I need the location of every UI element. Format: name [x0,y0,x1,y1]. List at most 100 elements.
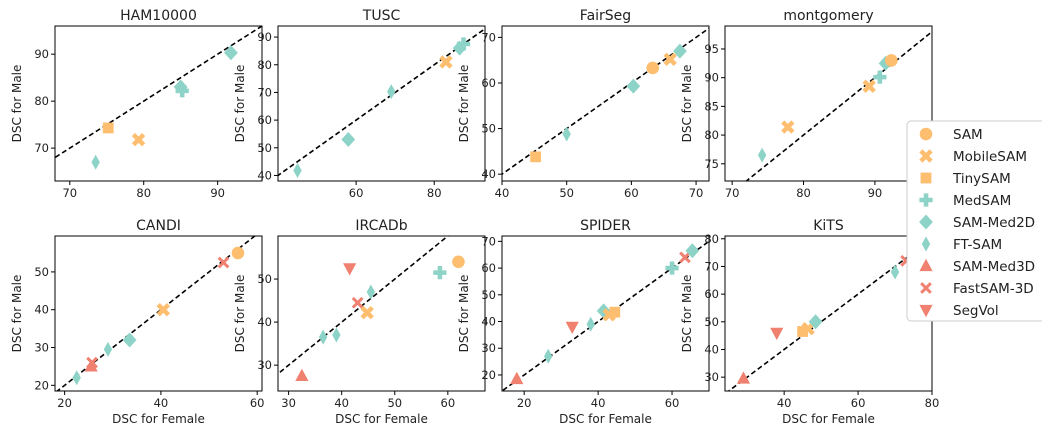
y-tick-label: 80 [34,94,49,108]
legend-label: FastSAM-3D [953,281,1034,297]
panel-title: TUSC [362,8,401,24]
point-mobilesam [156,303,171,317]
point-mobilesam [131,132,146,147]
point-fastsam-3d [86,356,98,369]
point-sam-med2d [341,131,356,147]
x-tick-label: 80 [925,396,940,410]
y-tick-label: 90 [704,71,719,85]
y-tick-label: 95 [704,42,719,56]
x-tick-label: 80 [796,186,811,200]
y-tick-label: 60 [257,113,272,127]
point-medsam [873,70,887,84]
points [72,246,245,386]
points [530,43,687,163]
legend: SAM MobileSAM TinySAM MedSAM SAM-Med2D FT-SAM… [906,120,1042,322]
points [91,45,238,170]
x-tick-label: 90 [210,186,225,200]
legend-label: SegVol [953,303,999,319]
panel-title: CANDI [136,218,181,234]
panel-title: SPIDER [580,218,631,234]
point-ft-sam [387,84,396,100]
x-axis-label: DSC for Female [335,412,428,426]
panel-title: KiTS [813,218,844,234]
y-tick-label: 80 [704,232,719,246]
mobilesam-marker-icon [919,149,933,163]
point-fastsam-3d [679,251,691,264]
identity-line [278,27,485,177]
point-sam-med2d [626,78,641,94]
points [757,54,898,163]
point-sam [231,246,245,260]
y-tick-label: 50 [34,265,49,279]
legend-label: SAM-Med2D [953,215,1035,231]
x-tick-label: 70 [62,186,77,200]
point-fastsam-3d [351,296,364,309]
x-tick-label: 40 [495,186,510,200]
point-medsam [456,37,471,51]
x-tick-label: 40 [154,396,169,410]
x-tick-label: 40 [777,396,792,410]
point-mobilesam [801,322,815,336]
y-axis-label: DSC for Male [457,65,471,143]
x-axis-label: DSC for Female [112,412,205,426]
y-tick-label: 80 [257,58,272,72]
axes-frame [54,25,263,182]
x-tick-label: 80 [136,186,151,200]
point-tinysam [102,122,114,134]
y-axis-label: DSC for Male [680,275,694,353]
y-tick-label: 60 [704,287,719,301]
y-axis-label: DSC for Male [457,275,471,353]
point-sam-med2d [122,332,137,348]
x-tick-label: 70 [725,186,740,200]
legend-label: FT-SAM [953,237,1002,253]
ft-sam-marker-icon [921,236,931,252]
y-tick-label: 40 [257,168,272,182]
y-tick-label: 60 [481,76,496,90]
point-mobilesam [781,120,795,134]
y-tick-label: 80 [704,128,719,142]
x-tick-label: 50 [387,396,402,410]
legend-label: TinySAM [952,171,1011,187]
x-tick-label: 20 [57,396,72,410]
tinysam-marker-icon [920,172,932,184]
medsam-marker-icon [919,193,933,207]
y-tick-label: 30 [481,341,496,355]
panel-ham10000: 70 80 90 70 80 90 HAM10000 DSC for Male [10,8,263,200]
point-fastsam-3d [217,256,230,269]
point-sam [452,255,465,269]
y-axis-label: DSC for Male [10,65,24,143]
axes-frame [724,235,933,392]
x-axis-label: DSC for Female [559,412,652,426]
point-sam-med3d [736,371,751,384]
fastsam-3d-marker-icon [920,282,932,294]
points [293,37,471,178]
sam-med2d-marker-icon [919,214,933,230]
points [295,255,465,382]
point-ft-sam [91,154,100,170]
panel-candi: 20 40 60 20 30 40 50 CANDI DSC for Male DSC for F… [10,218,265,426]
y-tick-label: 20 [34,378,49,392]
y-axis-label: DSC for Male [680,65,694,143]
x-tick-label: 60 [851,396,866,410]
y-tick-label: 40 [257,315,272,329]
point-segvol [565,321,579,335]
y-tick-label: 30 [34,341,49,355]
point-ft-sam [586,316,595,332]
y-tick-label: 50 [481,288,496,302]
y-tick-label: 90 [34,47,49,61]
point-ft-sam [890,264,900,280]
point-ft-sam [103,341,113,357]
y-tick-label: 60 [481,261,496,275]
x-tick-label: 30 [281,396,296,410]
y-tick-label: 70 [34,141,49,155]
legend-label: MedSAM [953,193,1011,209]
point-mobilesam [439,55,453,69]
legend-item-fastsam-3d: FastSAM-3D [920,281,1034,297]
point-medsam [175,84,189,98]
y-tick-label: 40 [34,303,49,317]
point-ft-sam [293,162,302,178]
point-segvol [343,263,357,276]
y-tick-label: 40 [481,315,496,329]
x-tick-label: 60 [624,186,639,200]
